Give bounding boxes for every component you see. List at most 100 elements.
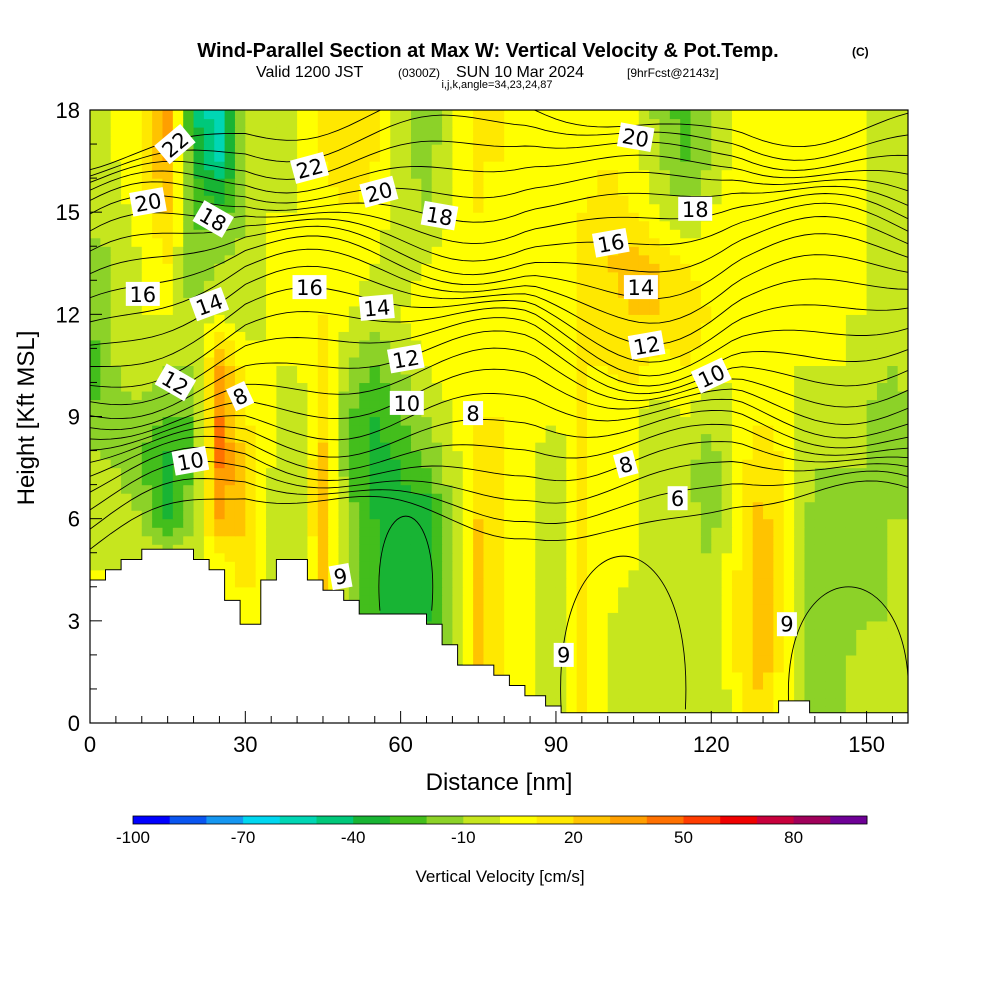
heatmap-cell <box>90 442 101 452</box>
heatmap-cell <box>804 612 816 622</box>
heatmap-cell <box>379 263 391 273</box>
heatmap-cell <box>887 373 899 384</box>
heatmap-cell <box>742 552 754 562</box>
heatmap-cell <box>452 254 464 264</box>
heatmap-cell <box>297 297 309 307</box>
heatmap-cell <box>628 442 640 452</box>
heatmap-cell <box>545 561 557 571</box>
heatmap-cell <box>234 365 246 375</box>
heatmap-cell <box>286 535 298 545</box>
heatmap-cell <box>680 442 692 452</box>
heatmap-cell <box>628 356 640 367</box>
heatmap-cell <box>317 544 329 554</box>
heatmap-cell <box>338 382 350 392</box>
heatmap-cell <box>555 459 567 469</box>
heatmap-cell <box>721 280 733 290</box>
heatmap-cell <box>804 620 816 630</box>
heatmap-cell <box>504 433 516 443</box>
heatmap-cell <box>400 212 412 222</box>
heatmap-cell <box>835 416 847 426</box>
heatmap-cell <box>866 450 878 460</box>
heatmap-cell <box>297 382 309 392</box>
heatmap-cell <box>514 271 526 281</box>
heatmap-cell <box>121 416 133 426</box>
heatmap-cell <box>607 382 619 392</box>
heatmap-cell <box>856 467 868 477</box>
heatmap-cell <box>659 561 671 571</box>
heatmap-cell <box>442 552 453 562</box>
heatmap-cell <box>566 476 578 486</box>
heatmap-cell <box>825 433 837 443</box>
heatmap-cell <box>307 501 319 511</box>
heatmap-cell <box>172 288 184 298</box>
heatmap-cell <box>348 561 360 571</box>
heatmap-cell <box>835 561 847 571</box>
heatmap-cell <box>680 314 692 324</box>
heatmap-cell <box>783 433 795 443</box>
heatmap-cell <box>669 671 681 682</box>
heatmap-cell <box>856 237 868 247</box>
heatmap-cell <box>473 212 485 222</box>
heatmap-cell <box>711 407 723 418</box>
heatmap-cell <box>659 680 671 690</box>
heatmap-cell <box>348 246 360 256</box>
heatmap-cell <box>462 493 474 503</box>
heatmap-cell <box>845 433 857 443</box>
heatmap-cell <box>545 442 557 452</box>
heatmap-cell <box>607 578 619 588</box>
heatmap-cell <box>814 586 826 596</box>
heatmap-cell <box>783 646 795 656</box>
heatmap-cell <box>649 373 661 384</box>
heatmap-cell <box>524 527 536 537</box>
heatmap-cell <box>110 280 122 290</box>
heatmap-cell <box>845 595 857 605</box>
heatmap-cell <box>845 569 857 579</box>
heatmap-cell <box>390 314 402 324</box>
heatmap-cell <box>172 425 184 435</box>
heatmap-cell <box>400 425 412 435</box>
heatmap-cell <box>794 595 806 605</box>
heatmap-cell <box>410 433 422 443</box>
heatmap-cell <box>90 382 101 392</box>
heatmap-cell <box>566 390 578 401</box>
heatmap-cell <box>814 390 826 401</box>
heatmap-cell <box>649 246 661 256</box>
heatmap-cell <box>669 271 681 281</box>
heatmap-cell <box>618 212 630 222</box>
heatmap-cell <box>245 603 257 613</box>
heatmap-cell <box>690 535 702 545</box>
heatmap-cell <box>566 382 578 392</box>
heatmap-cell <box>649 595 661 605</box>
heatmap-cell <box>680 331 692 341</box>
heatmap-cell <box>794 476 806 486</box>
heatmap-cell <box>587 314 598 324</box>
heatmap-cell <box>649 552 661 562</box>
heatmap-cell <box>297 518 309 528</box>
heatmap-cell <box>410 254 422 264</box>
heatmap-cell <box>763 620 774 630</box>
heatmap-cell <box>711 510 723 520</box>
heatmap-cell <box>193 535 205 545</box>
heatmap-cell <box>628 186 640 196</box>
heatmap-cell <box>286 331 298 341</box>
heatmap-cell <box>752 373 764 384</box>
heatmap-cell <box>379 246 391 256</box>
heatmap-cell <box>369 203 381 213</box>
heatmap-cell <box>659 229 671 239</box>
heatmap-cell <box>141 459 153 469</box>
heatmap-cell <box>431 518 443 528</box>
heatmap-cell <box>266 280 277 290</box>
heatmap-cell <box>203 527 215 537</box>
heatmap-cell <box>773 212 785 222</box>
heatmap-cell <box>763 646 774 656</box>
heatmap-cell <box>172 254 184 264</box>
heatmap-cell <box>421 288 433 298</box>
heatmap-cell <box>214 467 226 477</box>
heatmap-cell <box>535 322 547 332</box>
heatmap-cell <box>576 467 588 477</box>
heatmap-cell <box>566 399 578 409</box>
heatmap-cell <box>100 229 112 239</box>
heatmap-cell <box>400 297 412 307</box>
heatmap-cell <box>100 212 112 222</box>
heatmap-cell <box>369 501 381 511</box>
